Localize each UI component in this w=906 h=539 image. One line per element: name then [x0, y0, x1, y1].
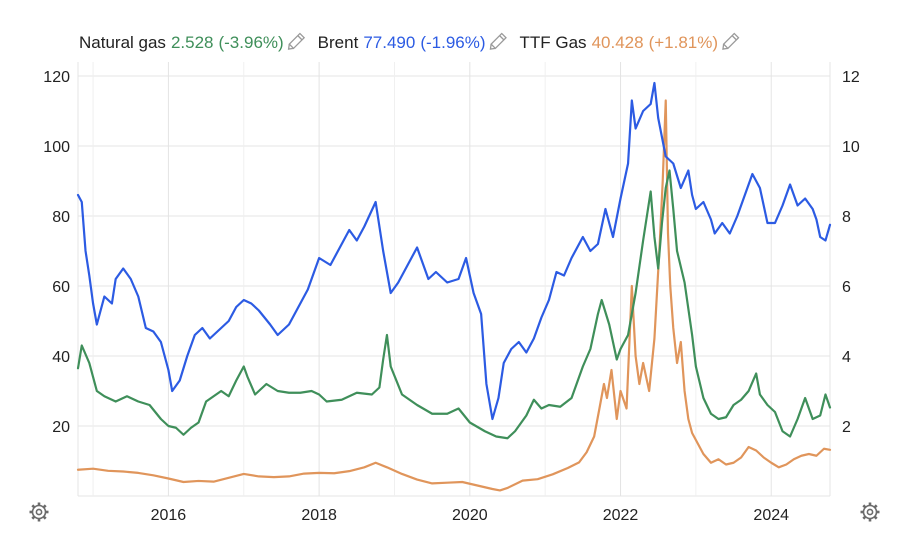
x-tick-label: 2016 — [151, 507, 187, 524]
legend-item-brent[interactable]: Brent 77.490 (-1.96%) — [318, 32, 507, 52]
grid — [77, 62, 831, 497]
y-left-tick-label: 80 — [52, 209, 70, 226]
y-left-tick-label: 60 — [52, 279, 70, 296]
legend-series-value: 40.428 — [592, 33, 644, 52]
legend: Natural gas 2.528 (-3.96%) Brent 77.490 (-1.9… — [79, 32, 740, 52]
legend-item-ttf-gas[interactable]: TTF Gas 40.428 (+1.81%) — [520, 32, 740, 52]
y-right-tick-label: 2 — [842, 419, 851, 436]
pencil-icon[interactable] — [286, 32, 306, 52]
y-right-tick-label: 4 — [842, 349, 851, 366]
pencil-icon[interactable] — [721, 32, 740, 52]
legend-series-name: TTF Gas — [520, 33, 587, 52]
y-right-tick-label: 12 — [842, 69, 860, 86]
legend-series-name: Natural gas — [79, 33, 166, 52]
x-tick-label: 2022 — [603, 507, 639, 524]
settings-right-gear-icon[interactable] — [860, 502, 880, 522]
series-layer — [76, 81, 832, 492]
settings-left-gear-icon[interactable] — [29, 502, 49, 522]
legend-series-name: Brent — [318, 33, 359, 52]
y-left-tick-label: 120 — [43, 69, 70, 86]
y-right-tick-label: 6 — [842, 279, 851, 296]
series-line-ttf-gas — [76, 99, 832, 492]
legend-series-value: 77.490 — [363, 33, 415, 52]
y-left-tick-label: 100 — [43, 139, 70, 156]
series-line-brent — [76, 81, 832, 421]
legend-item-natural-gas[interactable]: Natural gas 2.528 (-3.96%) — [79, 32, 306, 52]
legend-series-change: (+1.81%) — [649, 33, 718, 52]
legend-series-change: (-1.96%) — [420, 33, 485, 52]
axes: 20 40 60 80 100 120 2 4 6 8 10 12 2016 2018 2020 2022 20… — [43, 69, 860, 524]
x-tick-label: 2018 — [301, 507, 337, 524]
series-line-natural-gas — [76, 169, 832, 440]
x-tick-label: 2020 — [452, 507, 488, 524]
legend-series-change: (-3.96%) — [218, 33, 283, 52]
x-tick-label: 2024 — [753, 507, 789, 524]
y-right-tick-label: 10 — [842, 139, 860, 156]
pencil-icon[interactable] — [488, 32, 507, 52]
y-left-tick-label: 20 — [52, 419, 70, 436]
y-right-tick-label: 8 — [842, 209, 851, 226]
legend-series-value: 2.528 — [171, 33, 214, 52]
y-left-tick-label: 40 — [52, 349, 70, 366]
